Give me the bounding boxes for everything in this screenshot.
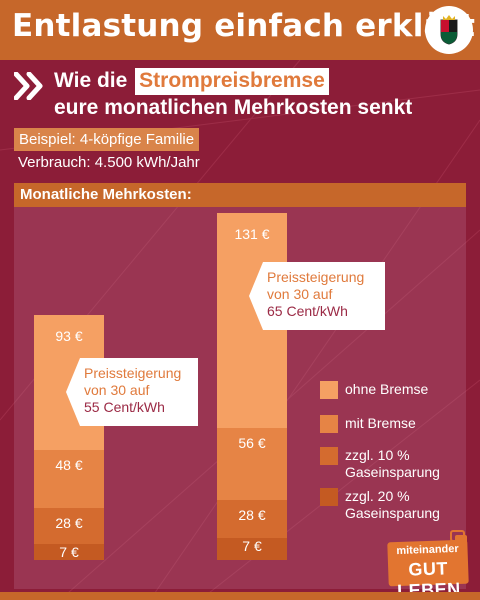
usage-label: Verbrauch: 4.500 kWh/Jahr	[18, 154, 200, 171]
page-title: Entlastung einfach erklärt	[12, 8, 476, 44]
callout-line2: von 30 auf	[267, 286, 333, 302]
legend-swatch	[320, 381, 338, 399]
price-callout	[249, 262, 385, 330]
bar-value-label: 93 €	[55, 328, 83, 344]
bar-value-label: 131 €	[234, 226, 270, 242]
legend-swatch	[320, 447, 338, 465]
subtitle-highlight: Strompreisbremse	[135, 68, 329, 95]
panel-title: Monatliche Mehrkosten:	[20, 186, 192, 203]
bar-value-label: 28 €	[238, 507, 266, 523]
rheinland-pfalz-crest-icon	[425, 6, 473, 54]
legend-label-line1: zzgl. 10 %	[345, 447, 410, 463]
bar-segment-1-4	[34, 544, 104, 560]
price-callout-text: Preissteigerung von 30 auf 65 Cent/kWh	[267, 269, 364, 320]
legend-label: zzgl. 20 % Gaseinsparung	[345, 488, 440, 522]
legend-label-line2: Gaseinsparung	[345, 464, 440, 480]
bar-value-label: 28 €	[55, 515, 83, 531]
price-callout-text: Preissteigerung von 30 auf 55 Cent/kWh	[84, 365, 181, 416]
bar-value-label: 48 €	[55, 457, 83, 473]
bar-segment-1-3	[34, 508, 104, 544]
speech-bubble-icon	[450, 530, 467, 544]
legend-swatch	[320, 488, 338, 506]
legend-label: mit Bremse	[345, 415, 416, 432]
bar-value-label: 56 €	[238, 435, 266, 451]
callout-line3: 65 Cent/kWh	[267, 303, 348, 319]
header-bar: Entlastung einfach erklärt	[0, 0, 480, 60]
subtitle-line1: Wie die Strompreisbremse	[54, 68, 329, 95]
callout-line1: Preissteigerung	[84, 365, 182, 381]
bar-segment-2-2	[217, 428, 287, 500]
bar-value-label: 7 €	[242, 538, 262, 554]
example-label: Beispiel: 4-köpfige Familie	[14, 128, 200, 151]
subtitle-line2: eure monatlichen Mehrkosten senkt	[54, 96, 413, 119]
double-chevron-right-icon	[14, 72, 43, 100]
legend-label: ohne Bremse	[345, 381, 428, 398]
legend-label-line1: zzgl. 20 %	[345, 488, 410, 504]
bottom-bar	[0, 592, 480, 600]
bar-segment-2-3	[217, 500, 287, 538]
bar-value-label: 7 €	[59, 544, 79, 560]
bar-segment-1-2	[34, 450, 104, 508]
price-callout	[66, 358, 198, 426]
legend-label-line2: Gaseinsparung	[345, 505, 440, 521]
bar-segment-2-4	[217, 538, 287, 560]
legend-label-line1: ohne Bremse	[345, 381, 429, 397]
panel-header: Monatliche Mehrkosten:	[14, 183, 466, 207]
callout-line3: 55 Cent/kWh	[84, 399, 165, 415]
legend-label-line1: mit Bremse	[345, 415, 416, 431]
legend-swatch	[320, 415, 338, 433]
subtitle-prefix: Wie die	[54, 69, 128, 92]
callout-line1: Preissteigerung	[267, 269, 365, 285]
legend-label: zzgl. 10 % Gaseinsparung	[345, 447, 440, 481]
callout-line2: von 30 auf	[84, 382, 150, 398]
